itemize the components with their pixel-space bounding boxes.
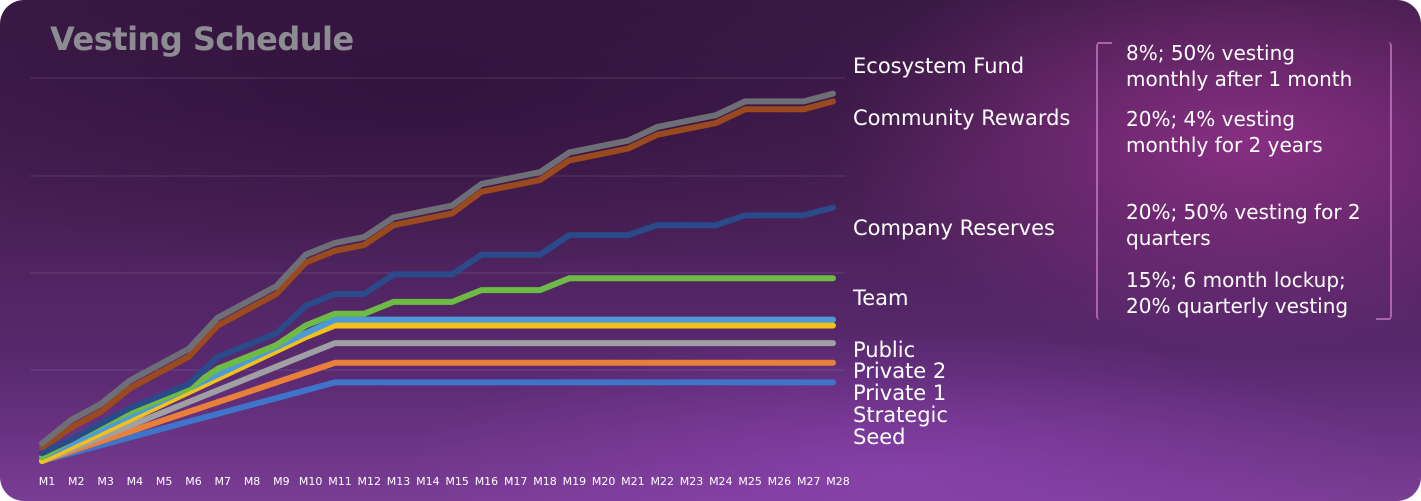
x-tick-m6: M6 (185, 475, 202, 488)
series-line-community-rewards (39, 98, 836, 451)
x-tick-m26: M26 (768, 475, 792, 488)
series-line-ecosystem-fund (39, 90, 836, 447)
series-label-strategic: Strategic (853, 403, 948, 427)
note-community-rewards: 20%; 4% vesting monthly for 2 years (1126, 107, 1323, 157)
x-tick-m25: M25 (738, 475, 762, 488)
series-label-seed: Seed (853, 425, 906, 449)
series-label-community-rewards: Community Rewards (853, 106, 1070, 130)
x-tick-m12: M12 (358, 475, 382, 488)
x-tick-m14: M14 (416, 475, 440, 488)
x-tick-m16: M16 (475, 475, 499, 488)
x-tick-m28: M28 (826, 475, 850, 488)
x-tick-m15: M15 (445, 475, 469, 488)
x-tick-m21: M21 (621, 475, 645, 488)
series-labels: Ecosystem Fund Community Rewards Company R… (852, 54, 1070, 449)
x-tick-m8: M8 (244, 475, 261, 488)
series-line-company-reserves (39, 204, 836, 457)
note-team: 15%; 6 month lockup; 20% quarterly vesti… (1126, 268, 1349, 318)
x-tick-m4: M4 (127, 475, 144, 488)
x-tick-m18: M18 (533, 475, 557, 488)
x-axis-ticks: M1 M2 M3 M4 M5 M6 M7 M8 M9 M10 M11 M12 M13 M14 M15 M16 M… (39, 475, 850, 488)
x-tick-m7: M7 (215, 475, 232, 488)
x-tick-m23: M23 (680, 475, 704, 488)
note-company-reserves: 20%; 50% vesting for 2 quarters (1126, 200, 1361, 250)
x-tick-m3: M3 (97, 475, 114, 488)
series-line-team (39, 275, 836, 461)
series-line-strategic (39, 359, 836, 464)
series-label-team: Team (852, 286, 909, 310)
x-tick-m20: M20 (592, 475, 616, 488)
note-ecosystem-fund: 8%; 50% vesting monthly after 1 month (1126, 41, 1353, 91)
series-label-company-reserves: Company Reserves (853, 216, 1055, 240)
x-tick-m2: M2 (68, 475, 85, 488)
x-tick-m1: M1 (39, 475, 56, 488)
series-line-private-2 (39, 322, 836, 464)
series-line-seed (39, 379, 836, 464)
x-tick-m9: M9 (273, 475, 290, 488)
x-tick-m19: M19 (563, 475, 587, 488)
notes-bracket (1096, 42, 1392, 320)
x-tick-m13: M13 (387, 475, 411, 488)
chart-title: Vesting Schedule (50, 20, 354, 58)
x-tick-m27: M27 (797, 475, 821, 488)
series-line-private-1 (39, 340, 836, 464)
x-tick-m5: M5 (156, 475, 173, 488)
x-tick-m22: M22 (650, 475, 674, 488)
series-lines (39, 90, 836, 464)
series-label-private-1: Private 1 (853, 381, 946, 405)
x-tick-m10: M10 (299, 475, 323, 488)
series-label-private-2: Private 2 (853, 359, 946, 383)
x-tick-m17: M17 (504, 475, 528, 488)
series-label-ecosystem-fund: Ecosystem Fund (853, 54, 1024, 78)
x-tick-m11: M11 (328, 475, 352, 488)
x-tick-m24: M24 (709, 475, 733, 488)
series-label-public: Public (853, 338, 915, 362)
